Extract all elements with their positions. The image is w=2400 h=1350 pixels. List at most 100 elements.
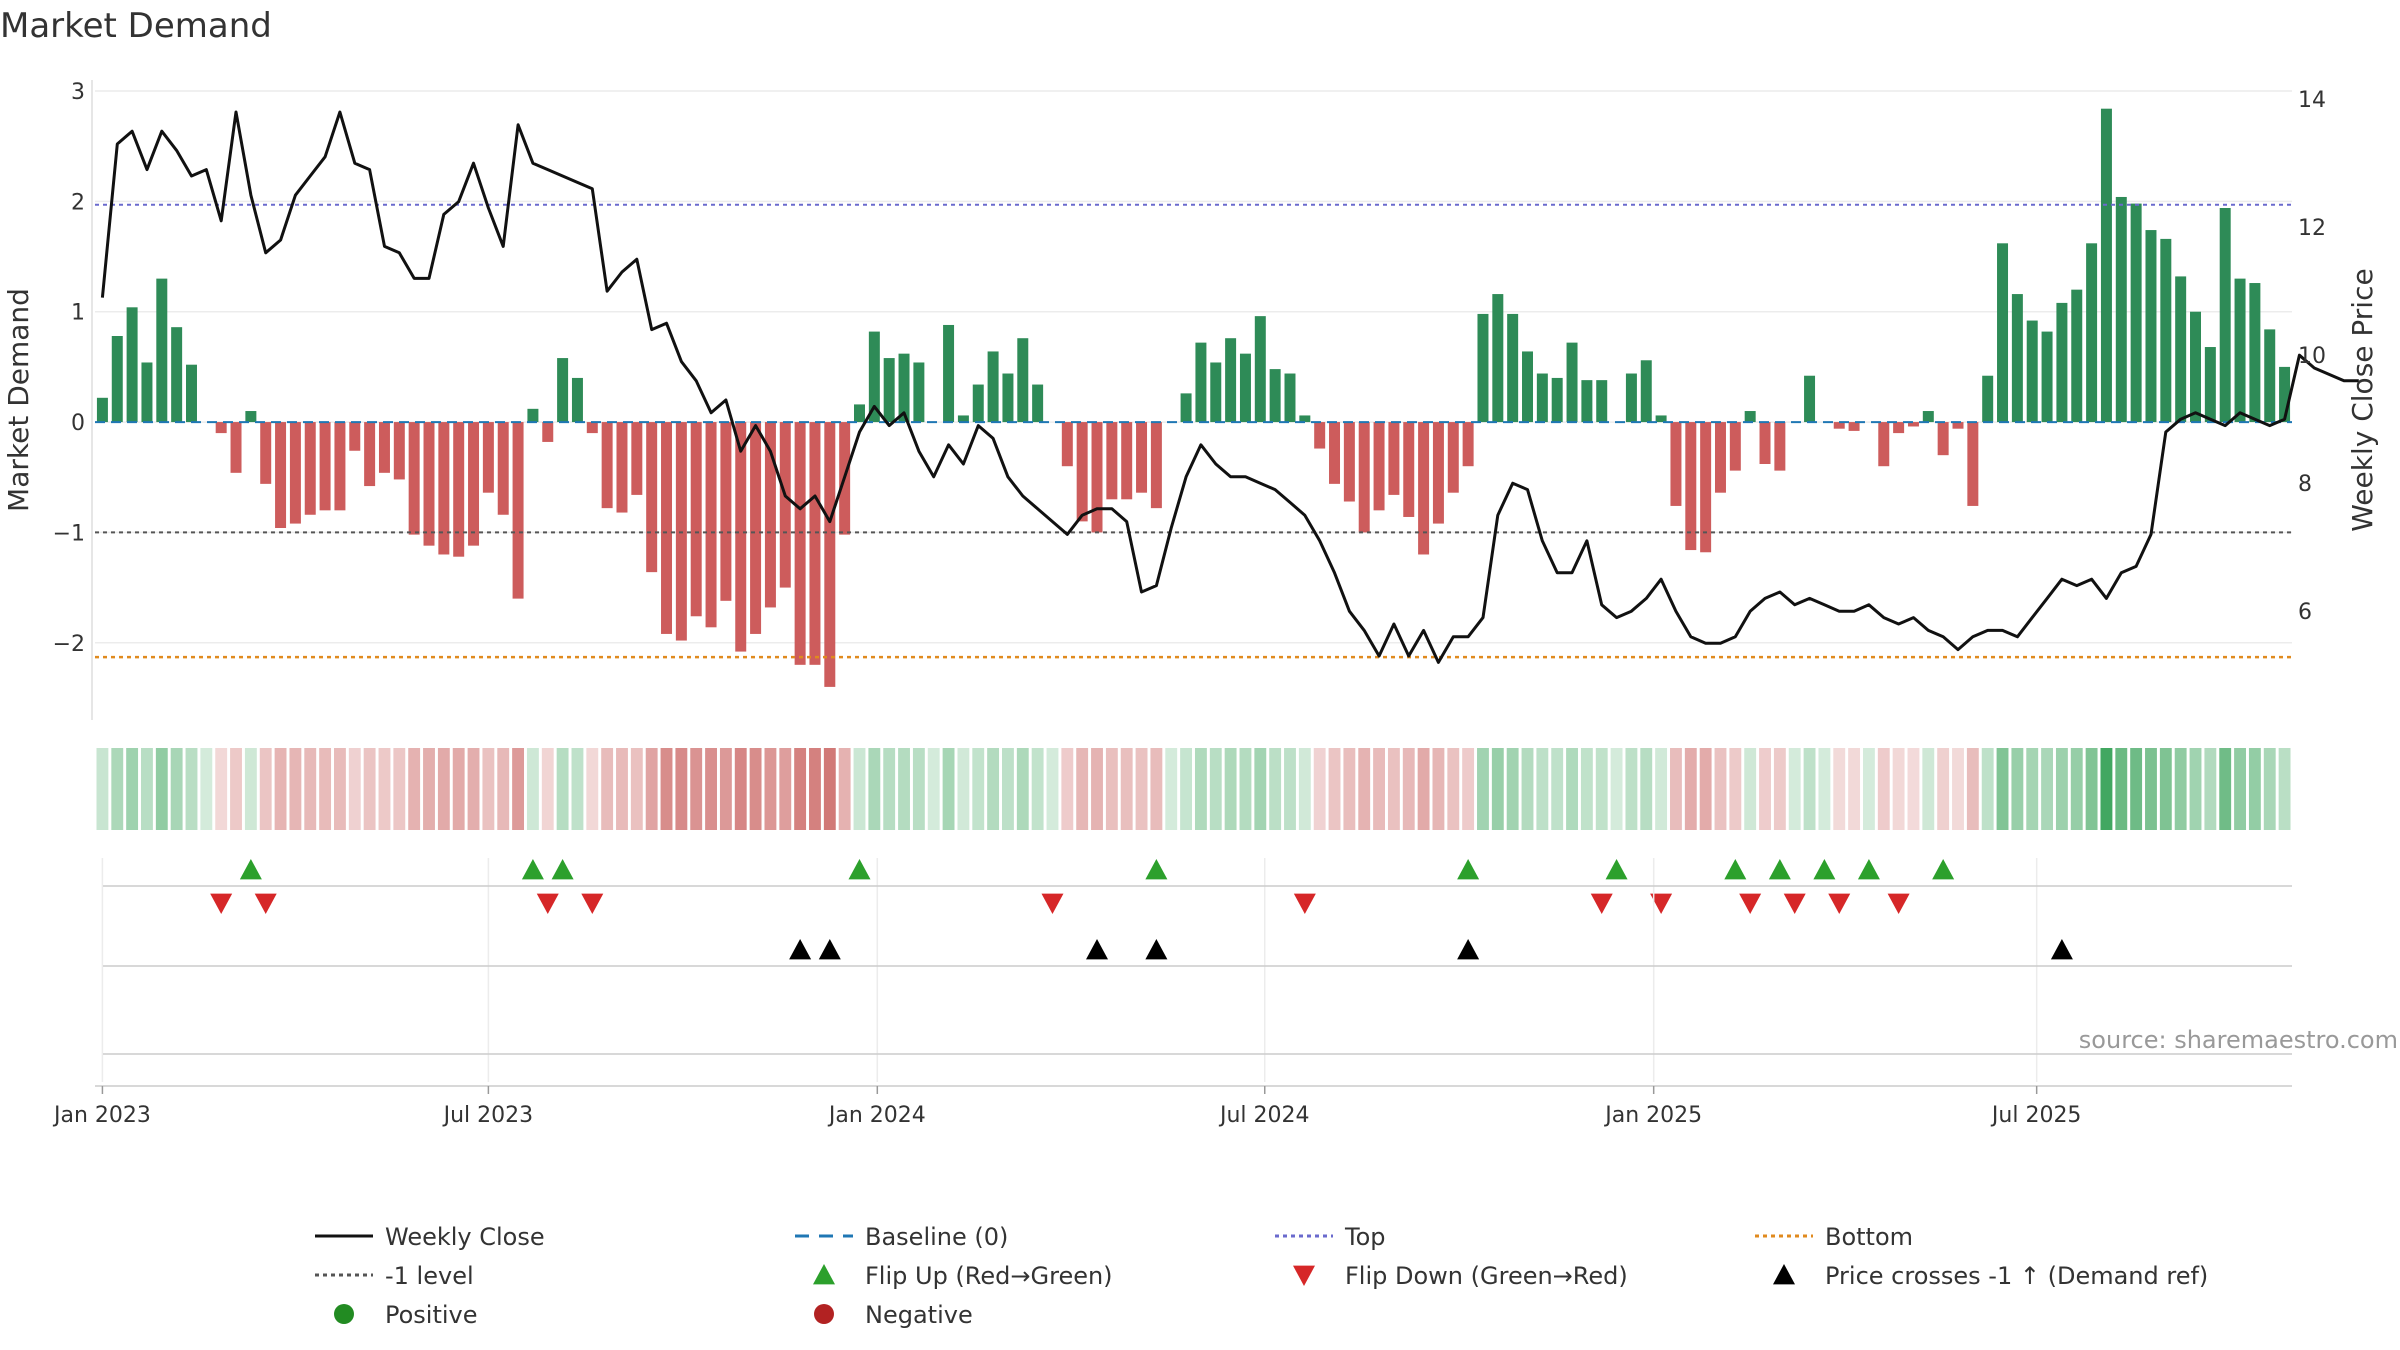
demand-bar [2071, 289, 2083, 423]
demand-bar [1210, 362, 1222, 423]
demand-bar [957, 415, 969, 423]
demand-bar [586, 422, 598, 434]
demand-bar [675, 422, 687, 641]
heat-cell [1892, 748, 1905, 830]
heat-cell [2070, 748, 2083, 830]
heat-cell [467, 748, 480, 830]
demand-bar [2145, 230, 2157, 423]
demand-bar [1106, 422, 1118, 500]
flip-up-marker [1605, 859, 1628, 880]
heat-cell [779, 748, 792, 830]
demand-bar [1655, 415, 1667, 423]
y2-tick-label: 14 [2298, 88, 2326, 113]
demand-bar [1774, 422, 1786, 471]
flip-down-marker [1041, 893, 1064, 914]
heat-cell [2263, 748, 2276, 830]
demand-bar [378, 422, 390, 473]
demand-bar [898, 353, 910, 423]
heat-cell [1447, 748, 1460, 830]
demand-bar [364, 422, 376, 487]
heat-cell [660, 748, 673, 830]
heat-cell [2115, 748, 2128, 830]
date-axis: Jan 2023 Jul 2023 Jan 2024 Jul 2024 Jan 2025… [52, 858, 2292, 1128]
demand-bar [1254, 316, 1266, 423]
heat-cell [111, 748, 124, 830]
demand-bar [2279, 366, 2291, 423]
demand-bar [1714, 422, 1726, 493]
heat-cell [838, 748, 851, 830]
heat-cell [1788, 748, 1801, 830]
demand-bar [289, 422, 301, 524]
heat-cell [363, 748, 376, 830]
heat-cell [1061, 748, 1074, 830]
heat-cell [794, 748, 807, 830]
x-tick-label: Jul 2024 [1218, 1103, 1310, 1128]
heat-cell [185, 748, 198, 830]
heat-cell [616, 748, 628, 830]
flip-up-marker [1932, 859, 1955, 880]
heat-cell [1833, 748, 1846, 830]
heat-cell [1803, 748, 1816, 830]
demand-bar [1952, 422, 1964, 429]
heat-cell [1907, 748, 1920, 830]
demand-bar [171, 327, 183, 423]
demand-bar [987, 351, 999, 423]
heat-cell [2204, 748, 2217, 830]
y-tick-label: 1 [71, 301, 85, 326]
heat-cell [289, 748, 302, 830]
price-cross-marker [1086, 939, 1109, 960]
legend-label: Positive [385, 1301, 478, 1329]
heat-cell [749, 748, 762, 830]
demand-bar [1180, 393, 1192, 423]
demand-bar [542, 422, 554, 442]
demand-bar [304, 422, 316, 515]
demand-bar [1447, 422, 1459, 493]
x-tick-label: Jan 2025 [1603, 1103, 1702, 1128]
demand-bar [2204, 347, 2216, 423]
demand-bar [1150, 422, 1162, 509]
demand-bar [1477, 313, 1489, 423]
heat-cell [1194, 748, 1207, 830]
heat-cell [274, 748, 287, 830]
heat-cell [1477, 748, 1489, 830]
demand-bar [1076, 422, 1088, 522]
heat-cell [1165, 748, 1178, 830]
legend-swatch-triangle-up [813, 1264, 835, 1285]
demand-bar [557, 358, 569, 423]
heat-cell [601, 748, 614, 830]
heat-cell [1566, 748, 1578, 830]
heat-cell [170, 748, 183, 830]
heat-cell [1595, 748, 1608, 830]
demand-bar [453, 422, 465, 557]
flip-up-marker [1457, 859, 1480, 880]
heat-cell [423, 748, 435, 830]
demand-bar [1195, 342, 1207, 423]
x-tick-label: Jul 2025 [1990, 1103, 2082, 1128]
demand-bar [1685, 422, 1697, 551]
heat-cell [645, 748, 658, 830]
chart-title: Market Demand [0, 6, 272, 46]
heat-cell [155, 748, 168, 830]
heat-cell [1091, 748, 1103, 830]
price-cross-marker [1457, 939, 1480, 960]
flip-down-marker [1590, 893, 1613, 914]
heat-cell [1313, 748, 1326, 830]
demand-bar [1848, 422, 1860, 431]
demand-bar [215, 422, 227, 434]
heat-cell [1580, 748, 1593, 830]
demand-bar [1759, 422, 1771, 464]
legend-label: Flip Down (Green→Red) [1345, 1262, 1628, 1290]
heat-cell [1506, 748, 1519, 830]
demand-bar [913, 362, 925, 423]
heat-cell [2130, 748, 2143, 830]
demand-bar [512, 422, 524, 599]
demand-bar [2175, 276, 2187, 423]
demand-bar [408, 422, 420, 535]
y-tick-label: 0 [71, 411, 85, 436]
demand-bar [1907, 422, 1919, 427]
legend: Weekly Close Baseline (0) Top Bottom -1 leve… [315, 1223, 2208, 1329]
heat-cell [705, 748, 717, 830]
flip-down-marker [1783, 893, 1806, 914]
demand-bar [2100, 108, 2112, 423]
